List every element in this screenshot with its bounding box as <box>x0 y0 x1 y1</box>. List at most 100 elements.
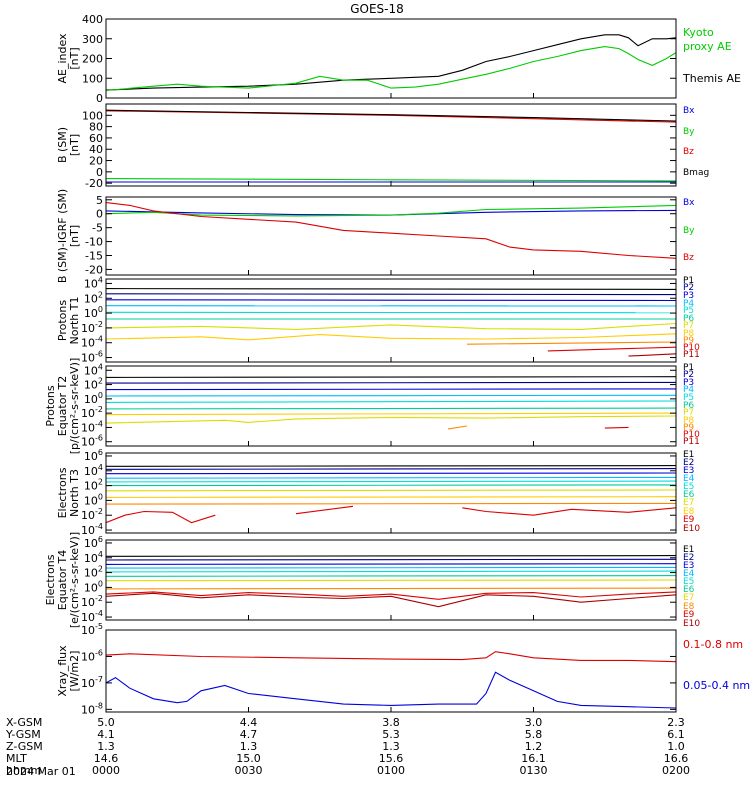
x-axis-value: 1.3 <box>382 740 400 753</box>
y-tick-label: 20 <box>89 155 103 168</box>
series-line-e3 <box>106 472 676 475</box>
legend-label: 0.05-0.4 nm <box>683 679 750 692</box>
series-line-p7 <box>106 415 676 424</box>
legend-label: P11 <box>683 350 700 360</box>
series-group <box>106 34 676 92</box>
series-line-p8 <box>106 333 676 341</box>
legend-label: E7 <box>683 498 694 508</box>
x-axis-row-label: X-GSM <box>6 716 42 729</box>
series-group <box>106 651 676 709</box>
series-line-p11 <box>628 353 676 357</box>
legend-label: P8 <box>683 329 694 339</box>
y-tick-label: -20 <box>85 263 103 276</box>
y-axis-label: B (SM)-IGRF (SM)[nT] <box>56 189 81 283</box>
series-line-e9 <box>106 502 676 505</box>
y-tick-label: 100 <box>84 391 103 406</box>
y-tick-label: 0 <box>96 166 103 179</box>
y-tick-label: -10 <box>85 236 103 249</box>
panel-frame <box>105 18 677 99</box>
series-line-e5 <box>106 480 676 483</box>
legend-label: P9 <box>683 423 694 433</box>
series-line-p2 <box>106 381 676 384</box>
legend-label: E8 <box>683 507 695 517</box>
legend-label: P10 <box>683 343 700 353</box>
legend-label: P1 <box>683 363 694 373</box>
legend-label: proxy AE <box>683 40 732 53</box>
legend-label: E10 <box>683 524 700 534</box>
legend-label: Kyoto <box>683 26 714 39</box>
y-tick-label: -20 <box>85 177 103 190</box>
y-tick-label: 104 <box>84 275 103 290</box>
series-line-p5 <box>106 400 676 403</box>
series-line-e8 <box>106 587 676 590</box>
legend-label: P9 <box>683 336 694 346</box>
series-line-p2 <box>106 293 676 296</box>
series-line-p3 <box>106 299 676 302</box>
legend-label: E8 <box>683 602 695 612</box>
series-line-e8 <box>106 496 676 498</box>
series-line-themis-ae <box>106 34 676 91</box>
series-line-bz <box>106 202 676 259</box>
series-line-kyoto-proxy-ae <box>106 46 676 92</box>
y-tick-label: 10-2 <box>81 594 103 609</box>
x-axis-value: 0100 <box>377 764 405 777</box>
y-axis-label: ProtonsEquator T2[p/(cm²-s-sr-keV)] <box>44 358 81 455</box>
legend-label: E3 <box>683 561 694 571</box>
series-line-e2 <box>106 468 676 470</box>
y-tick-label: 10-6 <box>81 648 103 663</box>
legend-label: P3 <box>683 378 694 388</box>
series-line-e10c <box>462 507 676 516</box>
panel-frame <box>105 452 677 534</box>
x-axis-value: 1.0 <box>667 740 685 753</box>
y-tick-label: -15 <box>85 250 103 263</box>
y-tick-label: 0 <box>96 92 103 105</box>
series-group <box>106 288 676 357</box>
panel-frame <box>105 365 677 447</box>
legend-label: Bz <box>683 147 694 157</box>
series-line-p6 <box>106 407 676 410</box>
x-axis-value: 5.0 <box>97 716 115 729</box>
x-axis-row-label: Y-GSM <box>5 728 41 741</box>
series-line-p1 <box>106 376 676 378</box>
y-tick-label: 10-2 <box>81 507 103 522</box>
legend-label: E9 <box>683 610 695 620</box>
x-axis-value: 3.8 <box>382 716 400 729</box>
y-tick-label: 106 <box>84 535 103 550</box>
legend-label: P7 <box>683 408 694 418</box>
x-axis-value: 4.4 <box>240 716 258 729</box>
series-line-e6 <box>106 484 676 487</box>
legend-label: E1 <box>683 450 694 460</box>
legend-label: E2 <box>683 458 694 468</box>
legend-label: By <box>683 226 695 236</box>
y-tick-label: 10-8 <box>81 701 103 716</box>
y-tick-label: 10-2 <box>81 405 103 420</box>
series-group <box>106 555 676 608</box>
series-line-e4 <box>106 566 676 569</box>
legend-label: Themis AE <box>682 72 741 85</box>
y-tick-label: 80 <box>89 121 103 134</box>
x-axis-value: 0030 <box>235 764 263 777</box>
y-tick-label: 102 <box>84 565 103 580</box>
series-line-e10 <box>106 592 676 608</box>
panel-digrf: -20-15-10-505 B (SM)-IGRF (SM)[nT] Bx By Bz <box>56 189 695 283</box>
series-line-p10 <box>547 346 676 352</box>
y-tick-label: 10-2 <box>81 320 103 335</box>
series-line-e1 <box>106 465 676 467</box>
y-tick-label: 10-5 <box>81 622 103 637</box>
figure-title: GOES-18 <box>350 2 404 16</box>
series-line-e9 <box>106 591 676 600</box>
legend-label: P3 <box>683 291 694 301</box>
x-axis-value: 0000 <box>92 764 120 777</box>
legend-label: P1 <box>683 276 694 286</box>
series-group <box>106 376 676 430</box>
series-line-0.05-0.4-nm <box>106 671 676 709</box>
x-axis-table: X-GSMY-GSMZ-GSMMLThhmm5.04.11.314.600004… <box>5 716 690 777</box>
panel-frame <box>105 629 677 713</box>
series-group <box>106 202 676 259</box>
legend-label: E4 <box>683 474 695 484</box>
